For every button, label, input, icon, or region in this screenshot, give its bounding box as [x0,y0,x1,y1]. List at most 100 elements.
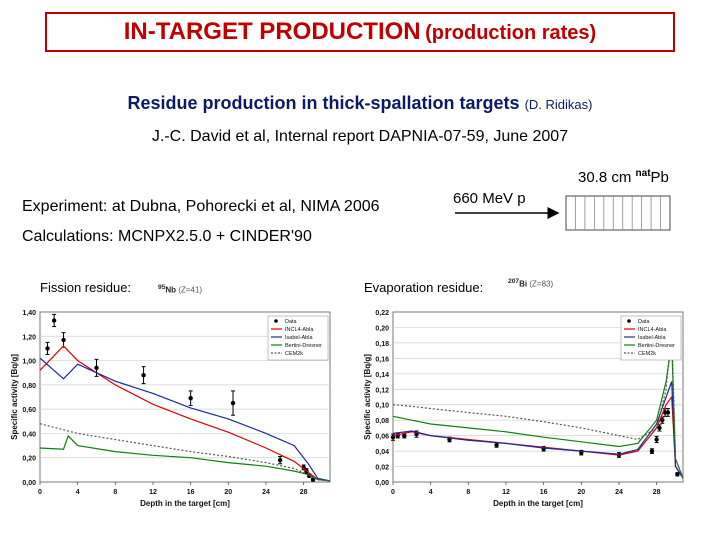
target-cylinder [565,195,671,231]
legend-entry: Bertini-Dresner [638,343,675,349]
subtitle: Residue production in thick-spallation t… [0,93,720,114]
nuclide-mass-evaporation: 207 [508,278,520,285]
data-point [230,400,236,406]
x-tick-label: 4 [429,489,433,496]
y-tick-label: 0,02 [375,465,389,472]
x-tick-label: 20 [577,489,585,496]
experiment-text: Experiment: at Dubna, Pohorecki et al, N… [22,198,380,215]
calculations-text: Calculations: MCNPX2.5.0 + CINDER'90 [22,228,312,245]
data-point [649,448,655,454]
legend-entry: Data [638,319,651,325]
y-tick-label: 0,08 [375,418,389,425]
x-tick-label: 12 [502,489,510,496]
panel-label-fission: Fission residue: [40,280,132,295]
y-tick-label: 0,14 [375,372,389,379]
y-tick-label: 0,12 [375,387,389,394]
title-box: IN-TARGET PRODUCTION (production rates) [45,12,675,52]
y-tick-label: 0,40 [22,431,36,438]
y-tick-label: 0,20 [375,325,389,332]
x-tick-label: 28 [653,489,661,496]
x-tick-label: 16 [187,489,195,496]
data-point [94,365,99,371]
y-tick-label: 0,06 [375,434,389,441]
x-tick-label: 8 [113,489,117,496]
target-label: 30.8 cm natPb [578,168,669,186]
y-tick-label: 0,16 [375,356,389,363]
legend-entry: INCL4-Abla [285,327,314,333]
y-axis-label: Specific activity [Bq/g] [363,354,372,440]
data-point [660,417,665,423]
data-point [657,425,662,431]
series-line [39,345,331,482]
y-tick-label: 0,80 [22,383,36,390]
target-outline [565,195,671,231]
subtitle-text: Residue production in thick-spallation t… [127,93,520,113]
y-tick-label: 0,60 [22,407,36,414]
x-tick-label: 28 [300,489,308,496]
series-line [39,423,331,482]
x-tick-label: 16 [540,489,548,496]
chart-evaporation-bi207: 0,00 0,02 0,04 0,06 0,08 0,10 0,12 0,14 0,16 0,18… [363,310,684,508]
data-point [494,442,499,448]
target-mass: nat [635,168,651,179]
data-point [45,346,50,351]
legend-entry: INCL4-Abla [638,327,667,333]
y-tick-label: 1,20 [22,334,36,341]
x-tick-label: 4 [76,489,80,496]
subtitle-author: (D. Ridikas) [524,97,593,112]
x-tick-label: 12 [149,489,157,496]
legend-entry: CEM2k [285,351,303,357]
data-point [390,434,396,440]
legend-entry: Isabel-Abla [285,335,313,341]
y-tick-label: 0,00 [22,480,36,487]
data-point [310,477,316,482]
legend-entry: Bertini-Dresner [285,343,322,349]
legend-marker [274,319,278,323]
y-axis-label: Specific activity [Bq/g] [10,354,19,440]
x-tick-label: 24 [262,489,270,496]
y-tick-label: 0,22 [375,310,389,317]
target-length: 30.8 cm [578,169,632,186]
y-tick-label: 0,04 [375,449,389,456]
panel-label-evaporation: Evaporation residue: [364,280,484,295]
x-tick-label: 0 [38,489,42,496]
y-tick-label: 0,20 [22,456,36,463]
x-tick-label: 24 [615,489,623,496]
y-tick-label: 0,18 [375,341,389,348]
nuclide-mass-fission: 95 [158,284,166,291]
data-point [188,396,193,401]
data-point [61,337,66,343]
x-axis-label: Depth in the target [cm] [140,499,230,508]
y-tick-label: 0,00 [375,480,389,487]
legend-entry: CEM2k [638,351,656,357]
reference: J.-C. David et al, Internal report DAPNI… [151,128,569,145]
series-line [392,381,684,479]
legend-entry: Data [285,319,298,325]
target-element: Pb [650,169,669,186]
data-point [402,433,407,438]
nuclide-label-fission: 95Nb (Z=41) [158,284,202,295]
x-tick-label: 0 [391,489,395,496]
y-tick-label: 1,40 [22,310,36,317]
data-point [665,410,671,415]
nuclide-symbol-fission: Nb [165,285,177,295]
y-tick-label: 0,10 [375,403,389,410]
page-title-sub: (production rates) [425,22,597,44]
nuclide-z-fission: (Z=41) [178,285,203,295]
x-axis-label: Depth in the target [cm] [493,499,583,508]
data-point [675,472,680,477]
beam-label: 660 MeV p [453,190,526,207]
data-point [141,372,146,378]
series-line [39,357,331,482]
x-tick-label: 20 [224,489,232,496]
legend-marker [627,319,631,323]
nuclide-z-evaporation: (Z=83) [529,279,554,289]
nuclide-symbol-evaporation: Bi [519,279,528,289]
chart-fission-nb95: 0,00 0,20 0,40 0,60 0,80 1,00 1,20 1,40 0 4 8 12 16 2… [10,310,331,508]
page-title: IN-TARGET PRODUCTION [123,18,421,45]
y-tick-label: 1,00 [22,359,36,366]
data-point [277,457,283,463]
data-point [654,437,659,442]
data-point [51,318,57,323]
nuclide-label-evaporation: 207Bi (Z=83) [508,278,553,289]
